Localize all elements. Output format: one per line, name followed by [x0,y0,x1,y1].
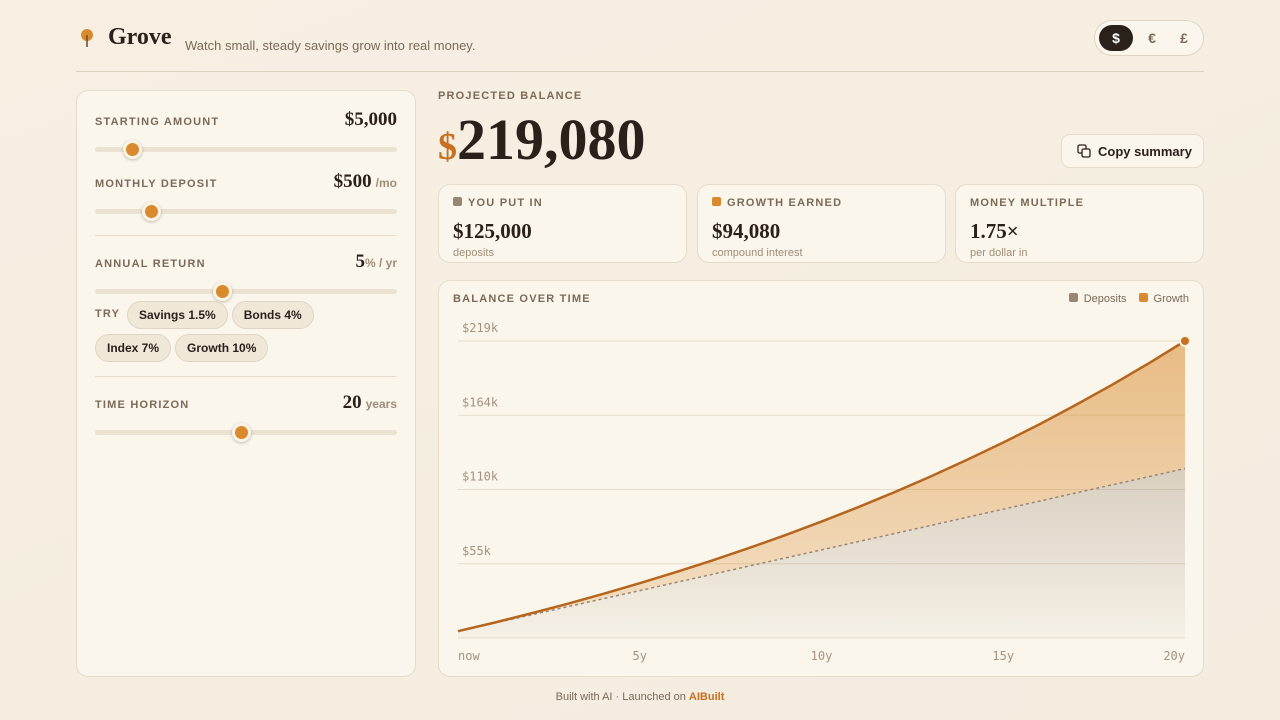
stat-card: YOU PUT IN $125,000 deposits [438,184,687,263]
control-value: $5,000 [344,109,397,130]
control-value: 20 [342,392,362,413]
x-tick-label: 15y [992,649,1014,663]
x-tick-label: 20y [1163,649,1185,663]
legend: Deposits Growth [1057,293,1189,305]
footer-link[interactable]: AIBuilt [688,691,725,703]
divider [95,376,397,377]
control-label: ANNUAL RETURN [95,258,206,270]
currency-switch: $ € £ [1094,20,1204,56]
control-unit: years [365,397,397,411]
divider [95,235,397,236]
stat-sub: compound interest [712,247,803,259]
y-tick-label: $164k [462,395,499,409]
stat-card: GROWTH EARNED $94,080 compound interest [697,184,946,263]
balance-line [457,339,1186,633]
tagline: Watch small, steady savings grow into re… [185,38,476,53]
try-label: TRY [95,308,121,320]
preset-chip[interactable]: Index 7% [95,334,172,362]
slider-thumb[interactable] [142,202,161,221]
preset-chip[interactable]: Growth 10% [175,334,269,362]
deposits-area [458,468,1185,638]
y-tick-label: $219k [462,321,499,335]
chart: $55k $110k $164k $219k now 5y 10y 15y 20y [457,321,1191,663]
stat-sub: per dollar in [970,247,1028,259]
legend-label: Deposits [1083,293,1127,305]
y-tick-label: $55k [462,544,492,558]
x-tick-label: now [458,649,480,663]
currency-option[interactable]: £ [1180,30,1188,46]
projected-balance: $219,080 [438,106,646,173]
summary-label: PROJECTED BALANCE [438,90,583,102]
stat-value: 1.75× [970,219,1019,243]
slider[interactable] [95,423,397,442]
slider[interactable] [95,202,397,221]
footer: Built with AI · Launched on AIBuilt [0,691,1280,703]
legend-item: Deposits [1068,293,1127,305]
slider[interactable] [95,282,397,301]
control-unit: /mo [375,176,397,190]
currency-option[interactable]: € [1148,30,1156,46]
legend-item: Growth [1138,293,1189,305]
stat-value: $94,080 [712,219,781,243]
stat-label: MONEY MULTIPLE [970,197,1085,209]
preset-chip[interactable]: Savings 1.5% [127,301,228,329]
legend-swatch [1138,293,1148,302]
currency-option[interactable]: $ [1099,25,1133,51]
preset-chip[interactable]: Bonds 4% [231,301,314,329]
control-unit: % / yr [364,256,397,270]
control-value: 5 [355,251,365,272]
control-label: STARTING AMOUNT [95,116,220,128]
slider-thumb[interactable] [213,282,232,301]
end-dot [1179,335,1191,347]
deposits-line [457,467,1186,632]
logo-icon [80,28,94,53]
balance-amount: 219,080 [457,107,646,172]
stat-label: GROWTH EARNED [727,197,843,209]
y-tick-label: $110k [462,470,499,484]
stat-label: YOU PUT IN [468,197,543,209]
x-tick-label: 5y [633,649,647,663]
slider-thumb[interactable] [232,423,251,442]
control-label: TIME HORIZON [95,399,190,411]
copy-button[interactable]: Copy summary [1061,134,1204,168]
footer-text: Built with AI · Launched on [555,691,686,703]
slider-thumb[interactable] [123,140,142,159]
slider[interactable] [95,140,397,159]
legend-label: Growth [1153,293,1189,305]
divider [76,71,1204,72]
x-tick-label: 10y [811,649,833,663]
growth-area [458,341,1185,632]
legend-swatch [1068,293,1078,302]
copy-label: Copy summary [1098,144,1192,159]
controls-panel: STARTING AMOUNT $5,000 MONTHLY DEPOSIT $… [76,90,416,677]
chart-title: BALANCE OVER TIME [453,293,591,305]
logo: Grove [108,24,172,50]
control-label: MONTHLY DEPOSIT [95,178,218,190]
stat-sub: deposits [453,247,494,259]
stat-card: MONEY MULTIPLE 1.75× per dollar in [955,184,1204,263]
stat-value: $125,000 [453,219,532,243]
currency-symbol: $ [438,126,457,168]
control-value: $500 [333,171,372,192]
presets: Index 7% Growth 10% [95,334,272,362]
presets: Savings 1.5% Bonds 4% [127,301,318,329]
chart-card: BALANCE OVER TIME Deposits Growth $55k $11… [438,280,1204,677]
